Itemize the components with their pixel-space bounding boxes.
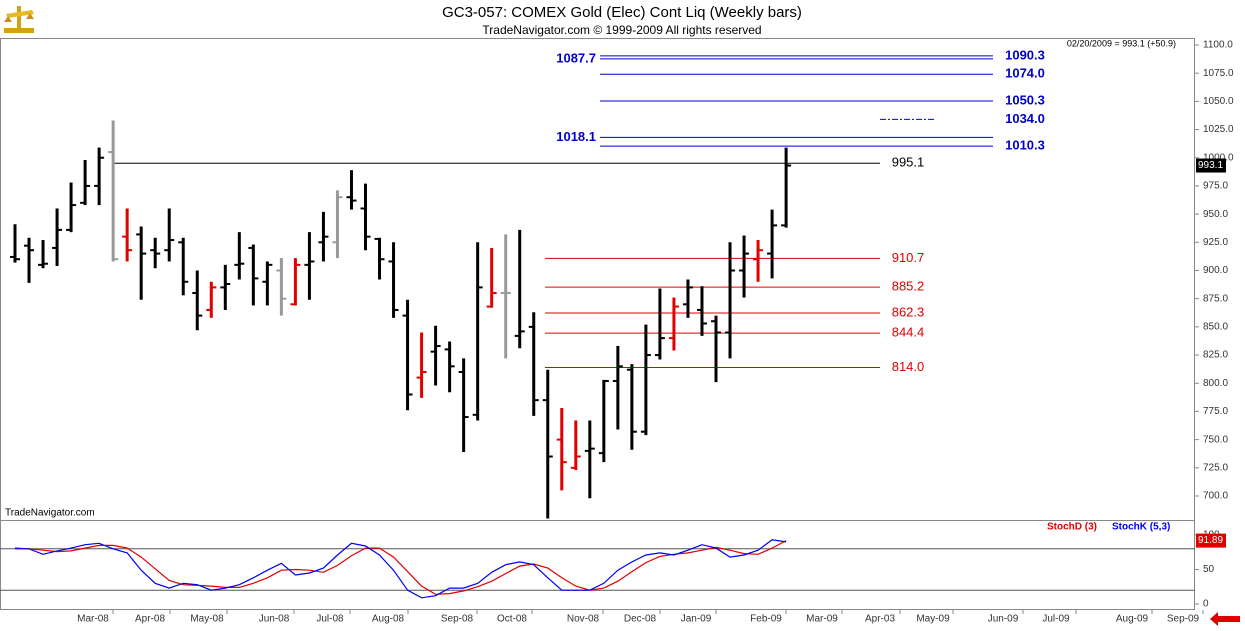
x-tick-label: Aug-09 (1116, 614, 1149, 625)
y-tick-label: 875.0 (1203, 293, 1228, 304)
stoch-line (14, 539, 787, 599)
level-label: 1034.0 (1005, 111, 1045, 126)
x-tick-label: Jul-08 (316, 614, 344, 625)
level-label: 814.0 (892, 359, 925, 374)
x-tick-label: Aug-08 (372, 614, 405, 625)
stoch-line (15, 540, 787, 595)
x-tick-label: Sep-09 (1167, 614, 1200, 625)
level-label: 862.3 (892, 304, 925, 319)
x-tick-label: Jun-08 (259, 614, 290, 625)
x-tick-label: Nov-08 (567, 614, 600, 625)
y-tick-label: 700.0 (1203, 491, 1228, 502)
last-price-info: 02/20/2009 = 993.1 (+50.9) (1067, 38, 1176, 48)
y-tick-label: 1000.0 (1203, 152, 1234, 163)
x-tick-label: Sep-08 (441, 614, 474, 625)
legend-entry: StochD (3) (1047, 522, 1097, 533)
logo (4, 6, 34, 33)
y-tick-label: 750.0 (1203, 434, 1228, 445)
y-tick-label: 775.0 (1203, 406, 1228, 417)
y-tick-label: 1050.0 (1203, 96, 1234, 107)
y-tick-label: 1075.0 (1203, 68, 1234, 79)
watermark: TradeNavigator.com (5, 508, 95, 519)
y-tick-label: 850.0 (1203, 322, 1228, 333)
chart-title: GC3-057: COMEX Gold (Elec) Cont Liq (Wee… (442, 4, 802, 21)
level-label: 1018.1 (556, 129, 596, 144)
last-price-box (1196, 158, 1226, 173)
last-stoch-box (1196, 533, 1226, 548)
y-tick-label: 925.0 (1203, 237, 1228, 248)
level-label: 1087.7 (556, 50, 596, 65)
level-label: 885.2 (892, 279, 925, 294)
level-label: 1090.3 (1005, 47, 1045, 62)
x-tick-label: Apr-03 (865, 614, 895, 625)
y-tick-label: 50 (1203, 564, 1215, 575)
y-tick-label: 725.0 (1203, 462, 1228, 473)
scroll-arrow[interactable] (1210, 612, 1240, 626)
level-label: 910.7 (892, 250, 925, 265)
y-tick-label: 1100.0 (1203, 40, 1233, 51)
last-price-label: 993.1 (1198, 160, 1223, 171)
y-tick-label: 825.0 (1203, 350, 1228, 361)
level-label: 1050.3 (1005, 92, 1045, 107)
x-tick-label: May-08 (190, 614, 224, 625)
level-label: 844.4 (892, 325, 925, 340)
chart-subtitle: TradeNavigator.com © 1999-2009 All right… (482, 23, 761, 37)
level-label: 995.1 (892, 155, 925, 170)
x-tick-label: Apr-08 (135, 614, 165, 625)
x-tick-label: Oct-08 (497, 614, 527, 625)
y-tick-label: 800.0 (1203, 378, 1228, 389)
x-tick-label: May-09 (916, 614, 950, 625)
y-tick-label: 0 (1203, 599, 1209, 610)
y-tick-label: 950.0 (1203, 209, 1228, 220)
y-tick-label: 975.0 (1203, 181, 1228, 192)
x-tick-label: Jul-09 (1042, 614, 1070, 625)
y-tick-label: 1025.0 (1203, 124, 1234, 135)
x-tick-label: Jan-09 (681, 614, 712, 625)
legend-entry: StochK (5,3) (1112, 522, 1170, 533)
last-stoch-label: 91.89 (1198, 535, 1223, 546)
level-label: 1010.3 (1005, 138, 1045, 153)
x-tick-label: Jun-09 (988, 614, 1019, 625)
y-tick-label: 900.0 (1203, 265, 1228, 276)
x-tick-label: Feb-09 (750, 614, 782, 625)
panel-frame (0, 38, 1195, 610)
level-label: 1074.0 (1005, 66, 1045, 81)
x-tick-label: Mar-08 (77, 614, 109, 625)
x-tick-label: Mar-09 (806, 614, 838, 625)
x-tick-label: Dec-08 (624, 614, 657, 625)
